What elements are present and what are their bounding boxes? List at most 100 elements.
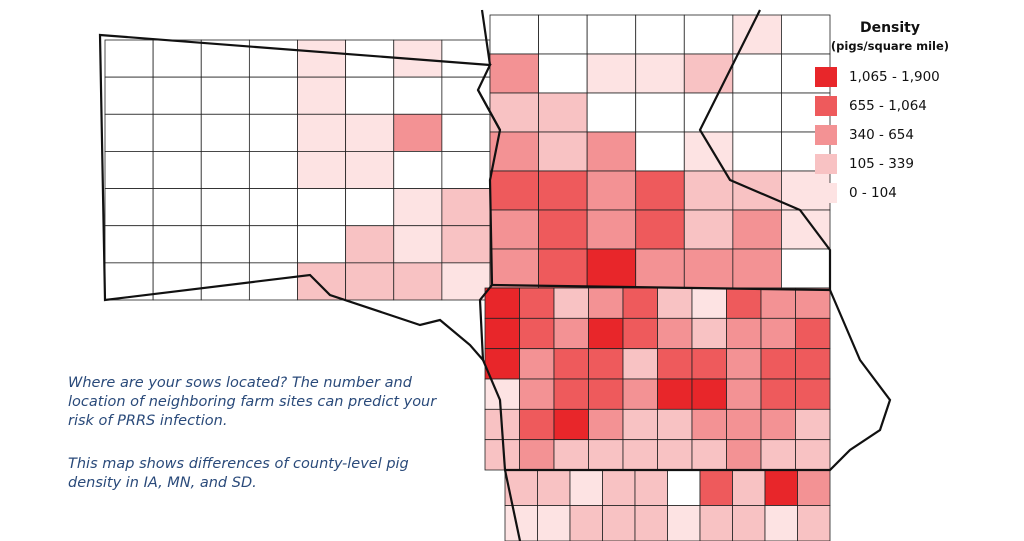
county	[760, 439, 796, 471]
county	[732, 92, 782, 133]
county	[104, 151, 154, 189]
county	[297, 151, 347, 189]
county	[393, 151, 443, 189]
county	[795, 408, 831, 441]
county	[248, 151, 298, 189]
county	[393, 113, 443, 152]
county	[297, 262, 347, 301]
county	[683, 248, 734, 289]
county	[691, 348, 727, 380]
legend-swatch	[815, 67, 837, 87]
county	[760, 287, 796, 319]
county	[248, 188, 298, 227]
county	[345, 151, 395, 189]
county	[569, 505, 603, 541]
county	[104, 39, 154, 78]
county	[519, 378, 555, 410]
county	[726, 378, 762, 410]
county	[519, 348, 555, 380]
county	[519, 439, 555, 471]
county	[795, 348, 831, 380]
county	[588, 348, 624, 380]
county	[484, 287, 520, 319]
county	[622, 439, 658, 471]
county	[797, 505, 831, 541]
county	[553, 317, 589, 350]
county	[489, 209, 539, 250]
legend-item: 1,065 - 1,900	[815, 67, 940, 87]
county	[699, 469, 733, 506]
county	[297, 225, 347, 264]
county	[553, 287, 589, 319]
county	[441, 76, 491, 115]
county	[732, 505, 766, 541]
county	[588, 378, 624, 410]
county	[200, 113, 250, 152]
county	[489, 248, 539, 289]
county	[200, 225, 250, 264]
county	[538, 14, 588, 55]
county	[622, 287, 658, 319]
county	[586, 53, 637, 94]
county	[622, 317, 658, 350]
county	[726, 317, 762, 350]
county	[345, 113, 395, 152]
county	[635, 14, 685, 55]
description: This map shows differences of county-lev…	[68, 456, 409, 491]
county	[635, 92, 685, 133]
county	[297, 39, 347, 78]
legend-item: 340 - 654	[815, 125, 914, 145]
county	[760, 317, 796, 350]
county	[726, 408, 762, 441]
legend-label: 1,065 - 1,900	[849, 69, 940, 85]
county	[635, 248, 685, 289]
legend-title: Density	[859, 20, 921, 36]
county	[635, 209, 685, 250]
county	[504, 505, 538, 541]
county	[297, 76, 347, 115]
county	[537, 505, 571, 541]
county	[683, 14, 734, 55]
county	[538, 248, 588, 289]
legend-item: 655 - 1,064	[815, 96, 927, 116]
county	[519, 287, 555, 319]
county	[489, 170, 539, 211]
county	[667, 469, 701, 506]
county	[200, 151, 250, 189]
county	[667, 505, 701, 541]
county	[345, 225, 395, 264]
county	[634, 505, 668, 541]
county	[200, 76, 250, 115]
county	[586, 14, 637, 55]
county	[760, 348, 796, 380]
county	[538, 131, 588, 172]
county	[588, 439, 624, 471]
county	[484, 317, 520, 350]
county	[104, 225, 154, 264]
county	[602, 469, 636, 506]
county	[538, 53, 588, 94]
county	[248, 39, 298, 78]
county	[489, 53, 539, 94]
county	[683, 53, 734, 94]
county	[538, 92, 588, 133]
county	[393, 188, 443, 227]
county	[760, 378, 796, 410]
county	[441, 113, 491, 152]
county	[489, 14, 539, 55]
county	[635, 170, 685, 211]
county	[484, 378, 520, 410]
county	[441, 151, 491, 189]
county	[504, 469, 538, 506]
county	[657, 348, 693, 380]
legend-label: 655 - 1,064	[849, 98, 927, 114]
county	[152, 39, 202, 78]
county	[732, 53, 782, 94]
county	[248, 113, 298, 152]
county	[683, 170, 734, 211]
county	[622, 408, 658, 441]
county	[691, 317, 727, 350]
county	[200, 188, 250, 227]
county	[588, 287, 624, 319]
county	[104, 113, 154, 152]
